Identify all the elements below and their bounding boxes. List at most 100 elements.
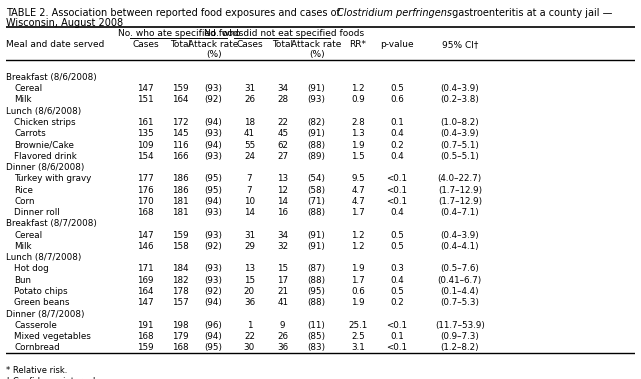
Text: 15: 15 xyxy=(244,276,255,285)
Text: Clostridium perfringens: Clostridium perfringens xyxy=(337,8,452,18)
Text: 27: 27 xyxy=(277,152,288,161)
Text: 7: 7 xyxy=(247,186,252,194)
Text: (95): (95) xyxy=(204,174,222,183)
Text: (0.5–5.1): (0.5–5.1) xyxy=(440,152,479,161)
Text: Attack rate
(%): Attack rate (%) xyxy=(292,40,342,60)
Text: 0.9: 0.9 xyxy=(351,96,365,105)
Text: <0.1: <0.1 xyxy=(387,321,408,330)
Text: 45: 45 xyxy=(277,129,288,138)
Text: 34: 34 xyxy=(277,231,288,240)
Text: 9.5: 9.5 xyxy=(351,174,365,183)
Text: Bun: Bun xyxy=(14,276,31,285)
Text: 191: 191 xyxy=(138,321,154,330)
Text: 41: 41 xyxy=(244,129,255,138)
Text: (0.9–7.3): (0.9–7.3) xyxy=(440,332,479,341)
Text: 1.7: 1.7 xyxy=(351,208,365,217)
Text: * Relative risk.: * Relative risk. xyxy=(6,366,68,375)
Text: 179: 179 xyxy=(172,332,188,341)
Text: 181: 181 xyxy=(172,197,188,206)
Text: 171: 171 xyxy=(137,265,154,274)
Text: (93): (93) xyxy=(204,152,222,161)
Text: Meal and date served: Meal and date served xyxy=(6,40,104,49)
Text: (94): (94) xyxy=(204,197,222,206)
Text: 1.2: 1.2 xyxy=(351,242,365,251)
Text: (0.4–3.9): (0.4–3.9) xyxy=(440,84,479,93)
Text: 147: 147 xyxy=(137,84,154,93)
Text: Chicken strips: Chicken strips xyxy=(14,118,76,127)
Text: 0.3: 0.3 xyxy=(390,265,404,274)
Text: 0.2: 0.2 xyxy=(390,141,404,149)
Text: (94): (94) xyxy=(204,332,222,341)
Text: (0.7–5.3): (0.7–5.3) xyxy=(440,298,479,307)
Text: (0.4–7.1): (0.4–7.1) xyxy=(440,208,479,217)
Text: Total: Total xyxy=(272,40,294,49)
Text: Green beans: Green beans xyxy=(14,298,70,307)
Text: (91): (91) xyxy=(308,231,326,240)
Text: (85): (85) xyxy=(308,332,326,341)
Text: 169: 169 xyxy=(138,276,154,285)
Text: (83): (83) xyxy=(308,343,326,352)
Text: 0.4: 0.4 xyxy=(390,276,404,285)
Text: 184: 184 xyxy=(172,265,188,274)
Text: 16: 16 xyxy=(277,208,288,217)
Text: (93): (93) xyxy=(204,231,222,240)
Text: 0.4: 0.4 xyxy=(390,152,404,161)
Text: Lunch (8/6/2008): Lunch (8/6/2008) xyxy=(6,107,81,116)
Text: 1.9: 1.9 xyxy=(351,265,365,274)
Text: 10: 10 xyxy=(244,197,255,206)
Text: Carrots: Carrots xyxy=(14,129,46,138)
Text: 21: 21 xyxy=(277,287,288,296)
Text: (91): (91) xyxy=(308,242,326,251)
Text: Cereal: Cereal xyxy=(14,231,42,240)
Text: (54): (54) xyxy=(308,174,326,183)
Text: 0.1: 0.1 xyxy=(390,118,404,127)
Text: Total: Total xyxy=(170,40,191,49)
Text: (94): (94) xyxy=(204,141,222,149)
Text: (0.5–7.6): (0.5–7.6) xyxy=(440,265,479,274)
Text: 157: 157 xyxy=(172,298,188,307)
Text: 186: 186 xyxy=(172,186,188,194)
Text: <0.1: <0.1 xyxy=(387,343,408,352)
Text: (93): (93) xyxy=(204,208,222,217)
Text: 95% CI†: 95% CI† xyxy=(442,40,478,49)
Text: 26: 26 xyxy=(277,332,288,341)
Text: 181: 181 xyxy=(172,208,188,217)
Text: (1.7–12.9): (1.7–12.9) xyxy=(438,197,482,206)
Text: Hot dog: Hot dog xyxy=(14,265,49,274)
Text: 186: 186 xyxy=(172,174,188,183)
Text: Breakfast (8/7/2008): Breakfast (8/7/2008) xyxy=(6,219,97,229)
Text: No. who ate specified foods: No. who ate specified foods xyxy=(118,29,244,38)
Text: (1.2–8.2): (1.2–8.2) xyxy=(440,343,479,352)
Text: 13: 13 xyxy=(277,174,288,183)
Text: gastroenteritis at a county jail —: gastroenteritis at a county jail — xyxy=(449,8,613,18)
Text: 26: 26 xyxy=(244,96,255,105)
Text: 159: 159 xyxy=(172,231,188,240)
Text: 1.3: 1.3 xyxy=(351,129,365,138)
Text: (95): (95) xyxy=(308,287,326,296)
Text: Milk: Milk xyxy=(14,242,32,251)
Text: 0.6: 0.6 xyxy=(351,287,365,296)
Text: 22: 22 xyxy=(244,332,255,341)
Text: Mixed vegetables: Mixed vegetables xyxy=(14,332,91,341)
Text: TABLE 2. Association between reported food exposures and cases of: TABLE 2. Association between reported fo… xyxy=(6,8,344,18)
Text: p-value: p-value xyxy=(380,40,414,49)
Text: 55: 55 xyxy=(244,141,255,149)
Text: Milk: Milk xyxy=(14,96,32,105)
Text: (93): (93) xyxy=(204,84,222,93)
Text: 172: 172 xyxy=(172,118,188,127)
Text: Casserole: Casserole xyxy=(14,321,57,330)
Text: (0.4–4.1): (0.4–4.1) xyxy=(440,242,479,251)
Text: Turkey with gravy: Turkey with gravy xyxy=(14,174,92,183)
Text: Dinner (8/7/2008): Dinner (8/7/2008) xyxy=(6,310,85,319)
Text: 2.8: 2.8 xyxy=(351,118,365,127)
Text: 147: 147 xyxy=(137,298,154,307)
Text: (11): (11) xyxy=(308,321,326,330)
Text: Cases: Cases xyxy=(133,40,159,49)
Text: (91): (91) xyxy=(308,84,326,93)
Text: 158: 158 xyxy=(172,242,188,251)
Text: 2.5: 2.5 xyxy=(351,332,365,341)
Text: (0.2–3.8): (0.2–3.8) xyxy=(440,96,479,105)
Text: 0.2: 0.2 xyxy=(390,298,404,307)
Text: (96): (96) xyxy=(204,321,222,330)
Text: Cereal: Cereal xyxy=(14,84,42,93)
